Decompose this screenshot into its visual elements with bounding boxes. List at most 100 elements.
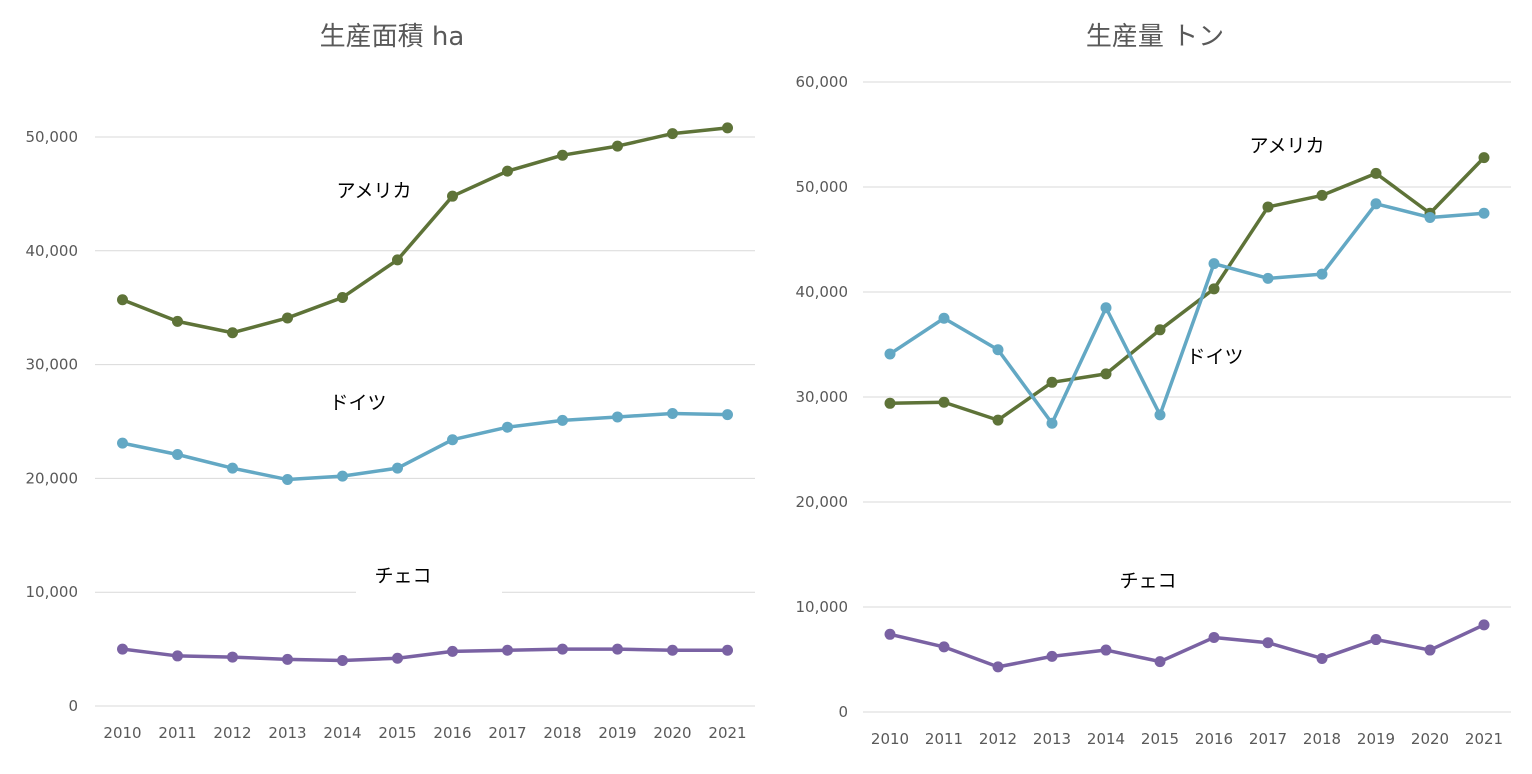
chart-2: 生産量 トン 0 10,000 20,000 30,000 40,000 50,000 60,… bbox=[796, 22, 1511, 748]
series-line bbox=[121, 126, 728, 335]
data-point bbox=[1424, 644, 1436, 656]
x-tick-label: 2014 bbox=[1087, 730, 1125, 748]
x-tick-label: 2010 bbox=[871, 730, 909, 748]
series-line bbox=[122, 647, 728, 663]
data-point bbox=[117, 437, 128, 449]
data-point bbox=[227, 327, 238, 339]
data-point bbox=[938, 396, 950, 408]
series-label: アメリカ bbox=[1249, 135, 1324, 157]
series-1 bbox=[884, 152, 1490, 426]
data-point bbox=[1100, 644, 1112, 656]
series-label: チェコ bbox=[374, 565, 431, 587]
data-point bbox=[1478, 207, 1490, 219]
data-point bbox=[1208, 631, 1220, 643]
x-tick-label: 2011 bbox=[158, 724, 196, 742]
y-tick-label: 40,000 bbox=[796, 283, 849, 301]
y-tick-label: 40,000 bbox=[26, 242, 79, 260]
data-point bbox=[1316, 268, 1328, 280]
data-point bbox=[1046, 650, 1058, 662]
data-point bbox=[502, 421, 513, 433]
data-point bbox=[557, 414, 568, 426]
x-tick-label: 2015 bbox=[1141, 730, 1179, 748]
y-tick-label: 0 bbox=[68, 697, 78, 715]
data-point bbox=[612, 643, 623, 655]
data-point bbox=[282, 312, 293, 324]
chart-title: 生産量 トン bbox=[1086, 22, 1224, 52]
data-point bbox=[1154, 324, 1166, 336]
x-tick-label: 2017 bbox=[488, 724, 526, 742]
data-point bbox=[1208, 258, 1220, 270]
data-point bbox=[1262, 201, 1274, 213]
data-point bbox=[282, 474, 293, 486]
data-point bbox=[172, 650, 183, 662]
x-tick-label: 2021 bbox=[708, 724, 746, 742]
data-point bbox=[557, 643, 568, 655]
series-line bbox=[889, 623, 1485, 669]
series-2 bbox=[884, 198, 1490, 429]
data-point bbox=[612, 411, 623, 423]
series-3 bbox=[884, 619, 1490, 673]
data-point bbox=[1370, 634, 1382, 646]
data-point bbox=[1100, 302, 1112, 314]
data-point bbox=[1100, 368, 1112, 380]
y-tick-label: 10,000 bbox=[796, 598, 849, 616]
x-tick-label: 2020 bbox=[653, 724, 691, 742]
data-point bbox=[392, 652, 403, 664]
data-point bbox=[502, 165, 513, 177]
data-point bbox=[722, 409, 733, 421]
x-tick-label: 2013 bbox=[1033, 730, 1071, 748]
data-point bbox=[117, 643, 128, 655]
data-point bbox=[172, 449, 183, 461]
series-line bbox=[889, 202, 1485, 425]
data-point bbox=[722, 644, 733, 656]
series-label: ドイツ bbox=[329, 392, 386, 414]
x-tick-label: 2018 bbox=[543, 724, 581, 742]
data-point bbox=[667, 408, 678, 420]
x-tick-label: 2018 bbox=[1303, 730, 1341, 748]
y-tick-label: 50,000 bbox=[796, 178, 849, 196]
data-point bbox=[117, 294, 128, 306]
data-point bbox=[992, 414, 1004, 426]
series-label: アメリカ bbox=[336, 180, 411, 202]
y-tick-label: 30,000 bbox=[796, 388, 849, 406]
x-tick-label: 2020 bbox=[1411, 730, 1449, 748]
data-point bbox=[722, 122, 733, 134]
data-point bbox=[447, 645, 458, 657]
chart-1: 生産面積 ha 0 10,000 20,000 30,000 40,000 50,000 20… bbox=[26, 22, 755, 742]
data-point bbox=[884, 628, 896, 640]
data-point bbox=[1154, 409, 1166, 421]
x-tick-label: 2012 bbox=[213, 724, 251, 742]
data-point bbox=[1316, 652, 1328, 664]
x-tick-label: 2016 bbox=[1195, 730, 1233, 748]
data-point bbox=[1154, 656, 1166, 668]
data-point bbox=[337, 291, 348, 303]
data-point bbox=[1262, 272, 1274, 284]
data-point bbox=[938, 312, 950, 324]
data-point bbox=[337, 654, 348, 666]
data-point bbox=[1316, 189, 1328, 201]
y-tick-label: 20,000 bbox=[796, 493, 849, 511]
series-label: チェコ bbox=[1119, 570, 1176, 592]
data-point bbox=[1424, 211, 1436, 223]
data-point bbox=[1478, 619, 1490, 631]
x-tick-label: 2013 bbox=[268, 724, 306, 742]
data-point bbox=[392, 462, 403, 474]
y-tick-label: 20,000 bbox=[26, 469, 79, 487]
x-tick-label: 2015 bbox=[378, 724, 416, 742]
y-tick-label: 50,000 bbox=[26, 128, 79, 146]
label-background bbox=[356, 586, 502, 598]
x-tick-label: 2017 bbox=[1249, 730, 1287, 748]
data-point bbox=[667, 644, 678, 656]
x-tick-label: 2016 bbox=[433, 724, 471, 742]
data-point bbox=[1370, 167, 1382, 179]
y-tick-label: 0 bbox=[838, 703, 848, 721]
x-tick-label: 2019 bbox=[598, 724, 636, 742]
x-tick-label: 2019 bbox=[1357, 730, 1395, 748]
data-point bbox=[227, 462, 238, 474]
data-point bbox=[667, 128, 678, 140]
data-point bbox=[447, 190, 458, 202]
data-point bbox=[992, 344, 1004, 356]
data-point bbox=[1046, 417, 1058, 429]
y-tick-label: 30,000 bbox=[26, 356, 79, 374]
